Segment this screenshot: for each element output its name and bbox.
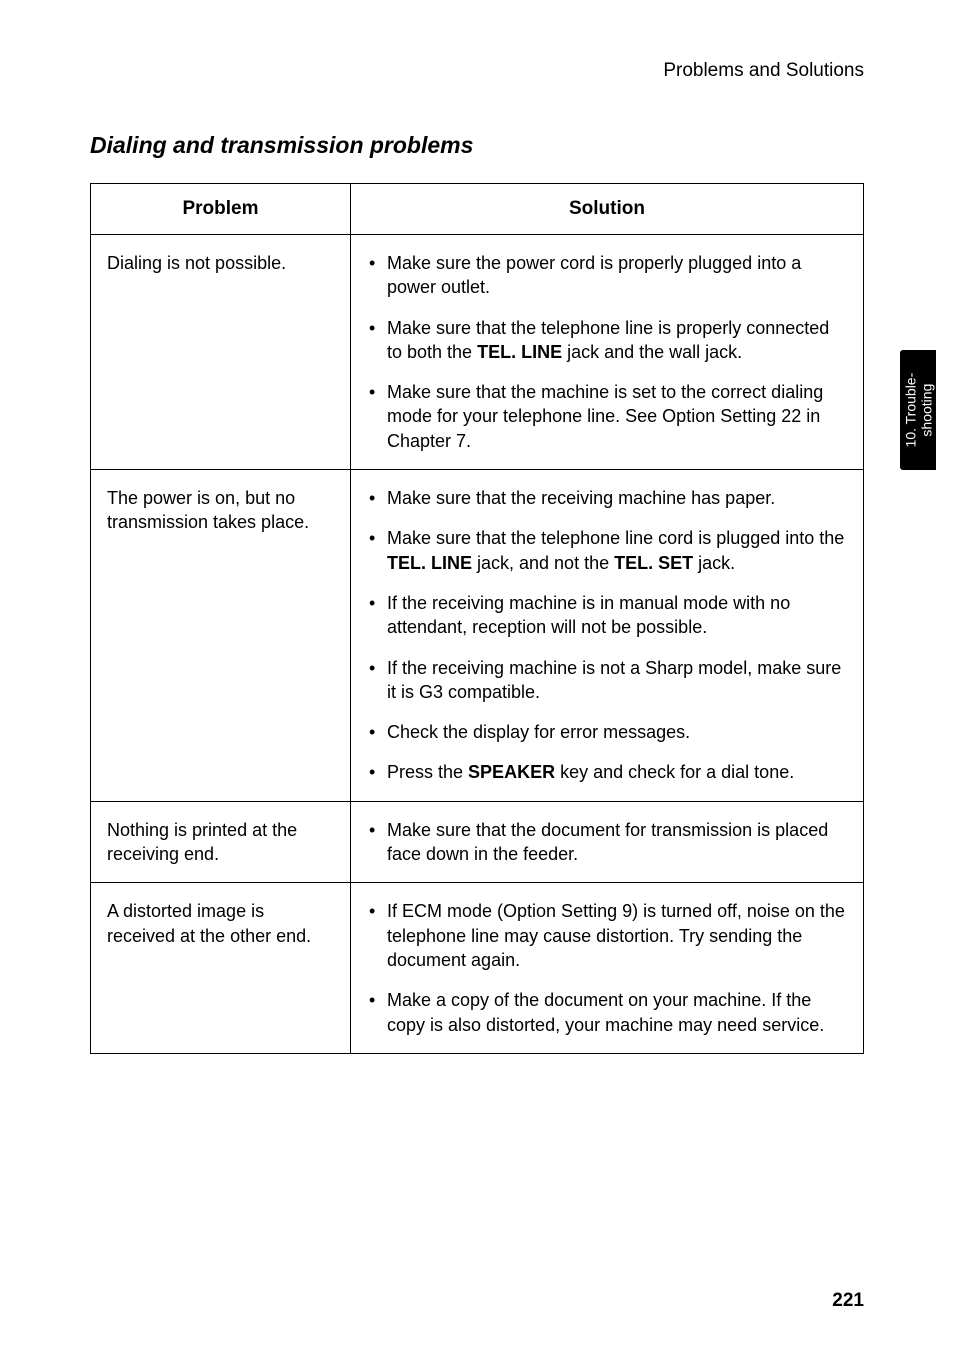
problem-cell: A distorted image is received at the oth… <box>91 883 351 1053</box>
table-row: A distorted image is received at the oth… <box>91 883 864 1053</box>
solution-list: Make sure that the document for transmis… <box>367 818 847 867</box>
problem-cell: The power is on, but no transmission tak… <box>91 470 351 802</box>
table-row: Dialing is not possible. Make sure the po… <box>91 235 864 470</box>
solution-item: If the receiving machine is in manual mo… <box>367 591 847 640</box>
table-row: Nothing is printed at the receiving end.… <box>91 801 864 883</box>
solution-item: Make sure that the document for transmis… <box>367 818 847 867</box>
solution-item: Make sure the power cord is properly plu… <box>367 251 847 300</box>
solution-list: Make sure that the receiving machine has… <box>367 486 847 785</box>
solution-item: Make a copy of the document on your mach… <box>367 988 847 1037</box>
solution-item: Make sure that the telephone line cord i… <box>367 526 847 575</box>
sidetab-line1: 10. Trouble- <box>902 373 918 448</box>
solution-item: If ECM mode (Option Setting 9) is turned… <box>367 899 847 972</box>
solution-item: Make sure that the receiving machine has… <box>367 486 847 510</box>
solution-cell: Make sure that the receiving machine has… <box>351 470 864 802</box>
solution-cell: If ECM mode (Option Setting 9) is turned… <box>351 883 864 1053</box>
solution-item: Press the SPEAKER key and check for a di… <box>367 760 847 784</box>
solution-item: Check the display for error messages. <box>367 720 847 744</box>
page-number: 221 <box>832 1290 864 1312</box>
solution-list: If ECM mode (Option Setting 9) is turned… <box>367 899 847 1036</box>
bold-text: TEL. SET <box>614 553 693 573</box>
bold-text: SPEAKER <box>468 762 555 782</box>
solution-item: If the receiving machine is not a Sharp … <box>367 656 847 705</box>
bold-text: TEL. LINE <box>387 553 472 573</box>
col-header-solution: Solution <box>351 184 864 235</box>
section-title: Dialing and transmission problems <box>90 132 864 159</box>
solution-item: Make sure that the telephone line is pro… <box>367 316 847 365</box>
solution-cell: Make sure the power cord is properly plu… <box>351 235 864 470</box>
problem-cell: Dialing is not possible. <box>91 235 351 470</box>
solution-item: Make sure that the machine is set to the… <box>367 380 847 453</box>
solution-list: Make sure the power cord is properly plu… <box>367 251 847 453</box>
bold-text: TEL. LINE <box>477 342 562 362</box>
side-tab: 10. Trouble- shooting <box>900 350 936 470</box>
problem-cell: Nothing is printed at the receiving end. <box>91 801 351 883</box>
header-topic: Problems and Solutions <box>90 60 864 82</box>
table-row: The power is on, but no transmission tak… <box>91 470 864 802</box>
solution-cell: Make sure that the document for transmis… <box>351 801 864 883</box>
col-header-problem: Problem <box>91 184 351 235</box>
troubleshoot-table: Problem Solution Dialing is not possible… <box>90 183 864 1054</box>
sidetab-line2: shooting <box>918 384 934 437</box>
table-body: Dialing is not possible. Make sure the po… <box>91 235 864 1054</box>
